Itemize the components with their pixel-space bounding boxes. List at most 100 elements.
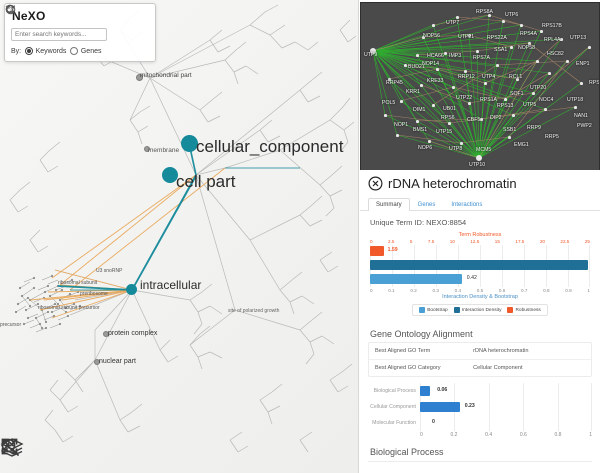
chart-title-robustness: Term Robustness (458, 232, 502, 238)
gene-label: NOP56 (423, 33, 441, 39)
tick: 12.5 (470, 239, 480, 244)
go-row-label: Molecular Function (372, 420, 416, 426)
node-mitochondrial-part[interactable] (136, 74, 143, 81)
tick: 0 (370, 288, 373, 293)
term-detail-panel: rDNA heterochromatin Summary Genes Inter… (360, 170, 600, 473)
node-label-small-5: precursor (0, 322, 22, 328)
radio-genes[interactable]: Genes (70, 47, 101, 55)
gene-label: BUD21 (408, 64, 425, 70)
robustness-plot-area: 1.59 0.42 (370, 245, 591, 287)
gene-label: NOP6 (418, 145, 433, 151)
radio-genes-dot[interactable] (70, 47, 79, 55)
tab-genes[interactable]: Genes (417, 202, 436, 208)
tick: 0.6 (519, 432, 527, 438)
tick: 0.7 (521, 288, 528, 293)
gene-label: UTP8 (449, 146, 463, 152)
search-panel: NeXO ? (4, 3, 156, 62)
gene-label: RPS7A (473, 55, 491, 61)
node-protein-complex[interactable] (103, 331, 109, 337)
gene-interaction-network[interactable]: RPS8A UTP6 UTP7 RPS17B NOP56 RPS4A UTP21… (360, 2, 600, 171)
legend-swatch (453, 307, 460, 313)
go-alignment-chart: Biological Process 0.06 Cellular Compone… (368, 383, 593, 441)
gene-label: RPS8A (476, 9, 494, 15)
hub-node-utp9 (370, 48, 376, 54)
gene-label: UTP22 (456, 95, 473, 101)
tick: 1 (589, 432, 592, 438)
tick: 0.4 (485, 432, 493, 438)
gene-label: RRP12 (458, 74, 475, 80)
tick: 0.6 (498, 288, 506, 293)
bar-interaction-density (370, 260, 588, 270)
gene-label-hub-bottom: UTP10 (469, 162, 486, 168)
chevron-down-icon[interactable] (5, 5, 164, 41)
radio-keywords-dot[interactable] (25, 47, 34, 55)
robustness-chart: Term Robustness 0 2.5 5 7.5 10 12.5 15 1… (366, 229, 594, 321)
go-row-label: Cellular Component (370, 404, 416, 410)
search-input[interactable] (11, 28, 107, 41)
table-row: Best Aligned GO Term rDNA heterochromati… (369, 343, 591, 360)
divider (368, 461, 592, 462)
node-label-cellular-component: cellular_component (196, 137, 344, 156)
node-label-protein-complex: protein complex (108, 330, 158, 337)
gene-label: RPS9B (589, 80, 600, 86)
node-nuclear-part[interactable] (94, 359, 100, 365)
tick: 22.5 (560, 239, 570, 244)
chevron-up-icon[interactable] (0, 439, 122, 466)
tab-summary[interactable]: Summary (368, 198, 410, 211)
help-icon[interactable]: ? (5, 4, 155, 41)
radio-keywords-label: Keywords (35, 47, 67, 55)
row-key: Best Aligned GO Term (375, 348, 431, 354)
node-label-membrane: membrane (148, 147, 180, 154)
gene-label: UTP13 (570, 35, 587, 41)
tab-interactions[interactable]: Interactions (451, 202, 483, 208)
node-membrane[interactable] (144, 146, 150, 152)
gene-label: RPS4A (520, 31, 538, 37)
search-icon[interactable] (5, 4, 123, 41)
tick: 17.5 (515, 239, 525, 244)
gene-label: RPS22A (487, 35, 507, 41)
legend-wrap: Bootstrap Interaction Density Robustness (370, 300, 590, 318)
gene-label: SSA1 (494, 47, 508, 53)
go-row-label: Biological Process (373, 388, 416, 394)
radio-keywords[interactable]: Keywords (25, 47, 66, 55)
node-cell-part[interactable] (162, 167, 178, 183)
legend-label: Robustness (515, 307, 541, 313)
gene-label: POL5 (382, 100, 396, 106)
gene-label: UB01 (443, 106, 456, 112)
go-alignment-table: Best Aligned GO Term rDNA heterochromati… (368, 342, 592, 377)
gene-label: UTP7 (446, 20, 460, 26)
node-label-nuclear-part: nuclear part (99, 358, 136, 365)
refresh-icon[interactable] (6, 5, 139, 41)
gene-label: RPL4A (544, 37, 561, 43)
node-cellular-component[interactable] (181, 135, 198, 152)
legend-item-interaction-density[interactable]: Interaction Density (453, 307, 501, 313)
tick: 15 (494, 239, 500, 244)
page-title: rDNA heterochromatin (388, 176, 517, 191)
gene-label: DIM1 (413, 107, 426, 113)
legend-swatch (507, 307, 514, 313)
gene-label: RPS17B (542, 23, 562, 29)
legend-item-bootstrap[interactable]: Bootstrap (419, 307, 448, 313)
layers-icon[interactable] (0, 438, 156, 466)
gene-label: PWP2 (577, 123, 592, 129)
close-circle-icon[interactable] (368, 176, 383, 191)
gene-label: KRR1 (406, 89, 420, 95)
node-label-cell-part: cell part (176, 172, 236, 191)
tick: 0.5 (476, 288, 484, 293)
unique-term-id: Unique Term ID: NEXO:8854 (370, 218, 467, 227)
tick: 10 (449, 239, 455, 244)
node-label-small-1: U3 snoRNP (96, 268, 123, 274)
gene-label: KRE33 (427, 78, 444, 84)
zoom-out-icon[interactable] (1, 438, 64, 466)
legend-item-robustness[interactable]: Robustness (507, 307, 541, 313)
gene-label: BMS1 (413, 127, 428, 133)
node-intracellular[interactable] (126, 284, 137, 295)
legend-swatch (419, 307, 426, 313)
node-label-intracellular: intracellular (140, 278, 202, 292)
ontology-network-canvas[interactable]: cellular_component cell part intracellul… (0, 0, 359, 473)
gene-label: NOP58 (518, 45, 536, 51)
table-row: Best Aligned GO Category Cellular Compon… (369, 360, 591, 376)
gene-label: CBF5 (467, 117, 481, 123)
fit-screen-icon[interactable] (1, 438, 96, 466)
